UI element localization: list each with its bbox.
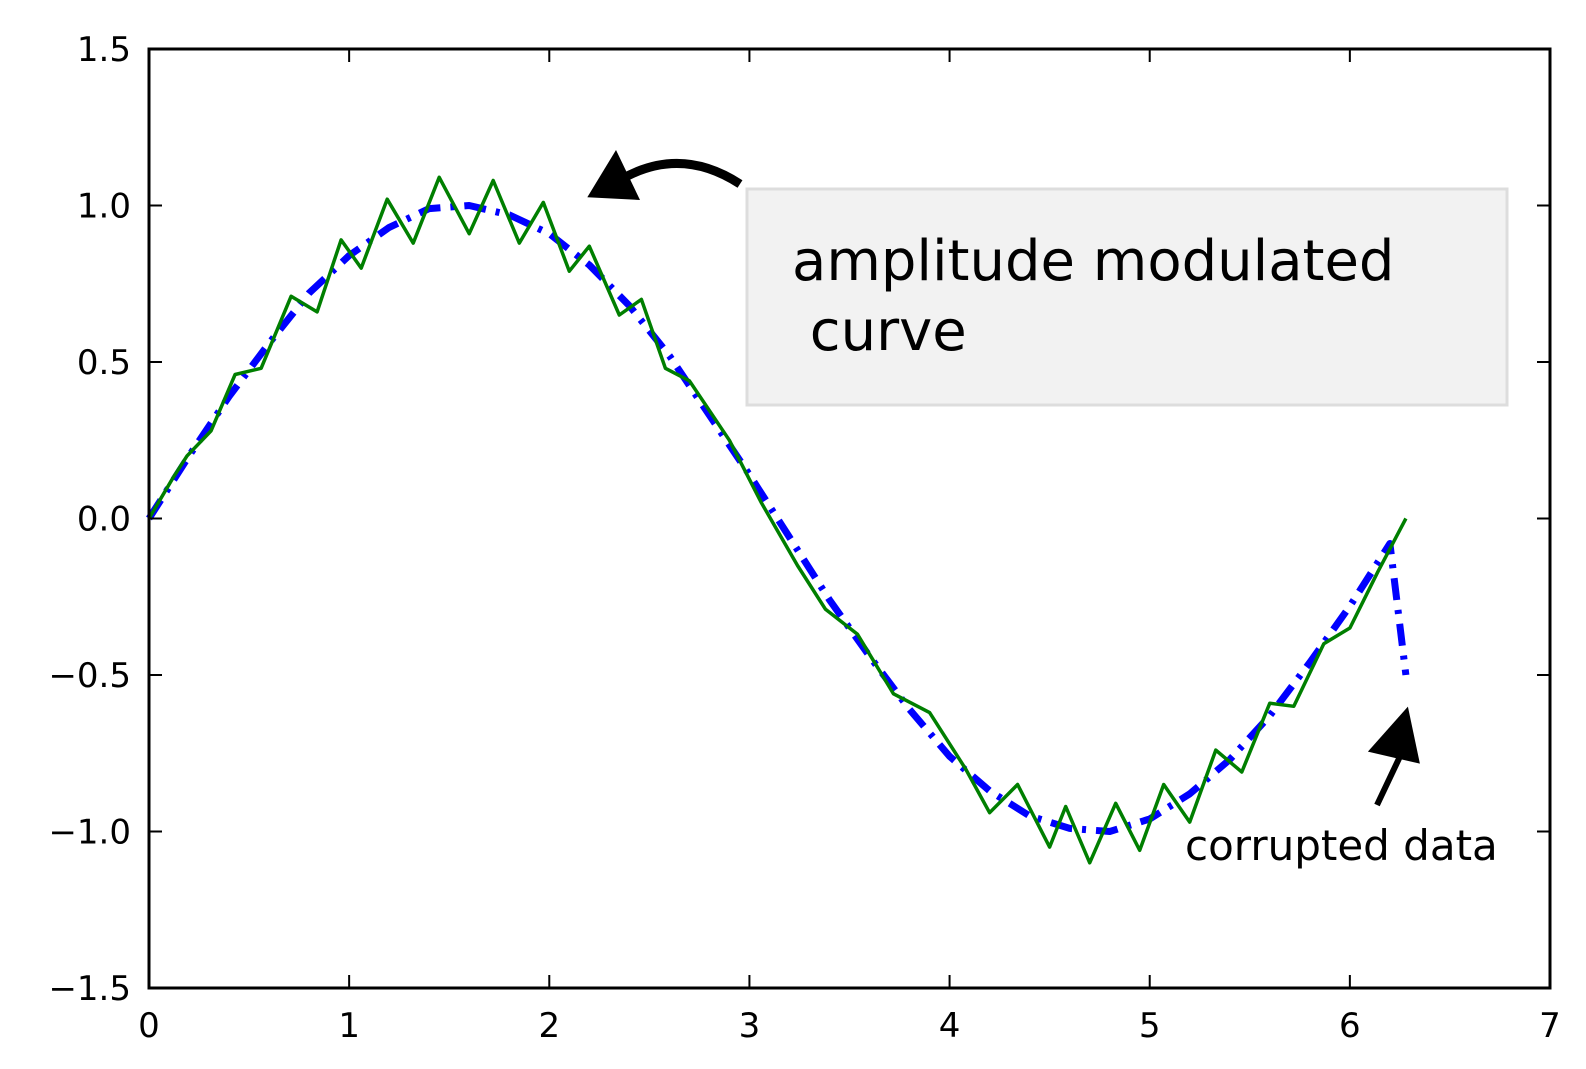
series-line-solid: [147, 175, 1408, 865]
ticks-layer: 0 1 2 3 4 5 6 7 1.5 1.0 0.5 0.0 −0.5 −1.0 −1.5: [48, 30, 1560, 1046]
series-line-dashdot: [146, 202, 1410, 835]
series-layer: [146, 175, 1410, 865]
annotation-box: [745, 187, 1509, 407]
x-tick-label: 1: [338, 1006, 360, 1046]
y-tick-label: 0.0: [77, 500, 131, 540]
annotation-arrow-head: [587, 150, 640, 200]
y-tick-label: −1.0: [48, 813, 131, 853]
x-tick-label: 3: [739, 1006, 761, 1046]
x-tick-label: 4: [939, 1006, 961, 1046]
annotation-text: corrupted data: [1185, 821, 1498, 870]
x-tick-label: 0: [138, 1006, 160, 1046]
x-tick-label: 7: [1539, 1006, 1561, 1046]
y-tick-label: 0.5: [77, 343, 131, 383]
annotation-text-line2: curve: [792, 299, 967, 364]
y-tick-label: −1.5: [48, 969, 131, 1009]
annotation-arrow-shaft: [617, 159, 743, 188]
y-tick-label: −0.5: [48, 656, 131, 696]
y-tick-label: 1.0: [77, 187, 131, 227]
plot-area: amplitude modulated curve corrupted data…: [48, 30, 1560, 1046]
annotation-arrow-shaft: [1374, 755, 1403, 807]
annotation-layer: amplitude modulated curve corrupted data: [587, 150, 1509, 870]
x-tick-label: 5: [1139, 1006, 1161, 1046]
annotation-text-line1: amplitude modulated: [792, 229, 1394, 294]
x-tick-label: 6: [1339, 1006, 1361, 1046]
x-tick-label: 2: [538, 1006, 560, 1046]
y-tick-label: 1.5: [77, 30, 131, 70]
annotation-arrow-head: [1367, 706, 1420, 764]
